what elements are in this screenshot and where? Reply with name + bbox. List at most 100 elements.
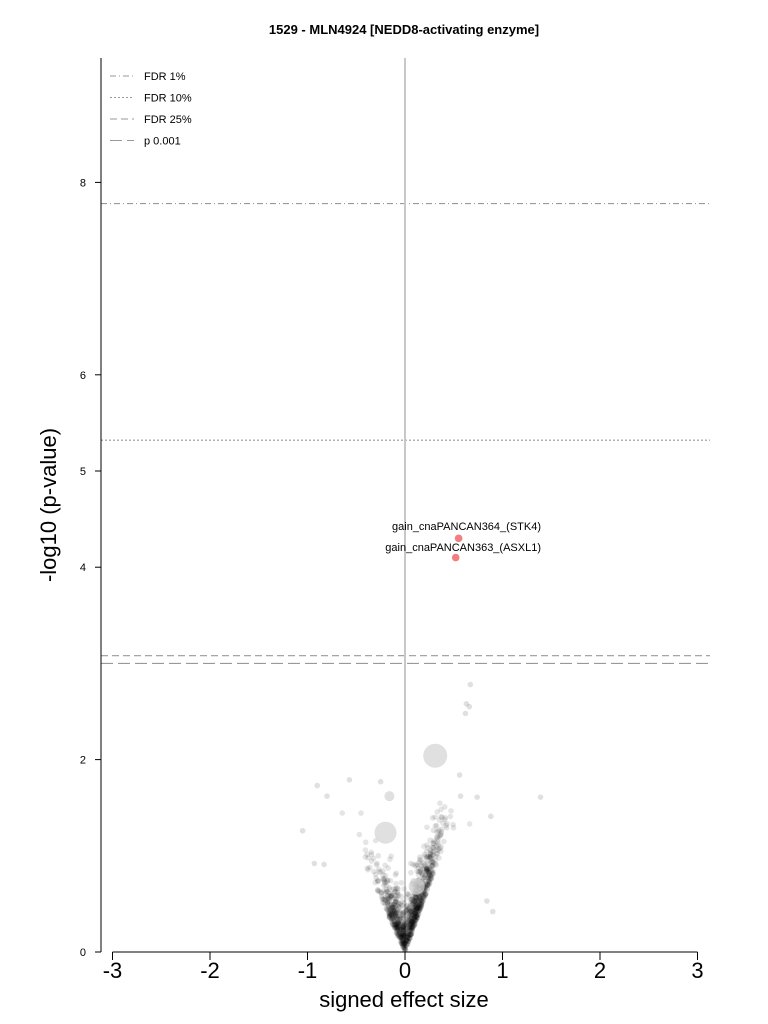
legend-label: FDR 1% bbox=[144, 71, 186, 83]
data-point bbox=[392, 906, 399, 913]
data-point bbox=[392, 872, 399, 878]
data-point bbox=[391, 918, 398, 924]
data-point bbox=[386, 886, 393, 892]
data-point bbox=[392, 898, 399, 905]
data-point bbox=[392, 913, 399, 920]
data-point bbox=[409, 898, 416, 904]
data-point bbox=[406, 892, 413, 898]
data-point bbox=[406, 934, 413, 941]
data-point bbox=[438, 843, 444, 850]
data-point bbox=[407, 907, 414, 914]
data-point bbox=[413, 904, 420, 911]
data-point bbox=[377, 869, 384, 875]
data-point bbox=[407, 860, 414, 867]
data-point bbox=[417, 895, 424, 901]
data-point bbox=[429, 852, 436, 858]
data-point bbox=[410, 861, 416, 868]
data-point bbox=[399, 935, 405, 942]
data-point bbox=[427, 849, 434, 856]
data-point bbox=[407, 931, 413, 937]
data-point bbox=[396, 901, 403, 908]
data-point bbox=[398, 932, 405, 938]
data-point bbox=[367, 864, 373, 871]
data-point bbox=[403, 937, 410, 943]
data-point bbox=[399, 941, 406, 947]
data-point bbox=[412, 910, 419, 916]
data-point bbox=[407, 931, 413, 938]
data-point bbox=[430, 840, 437, 847]
data-point bbox=[405, 938, 411, 945]
x-tick-label: -2 bbox=[200, 958, 220, 983]
data-point bbox=[408, 911, 414, 917]
data-point bbox=[439, 814, 445, 821]
data-point bbox=[403, 942, 410, 948]
data-point bbox=[425, 878, 432, 885]
data-point bbox=[415, 909, 421, 915]
data-point bbox=[390, 915, 397, 922]
data-point bbox=[391, 904, 397, 910]
data-point bbox=[409, 912, 415, 919]
data-point bbox=[393, 921, 399, 928]
data-point bbox=[429, 871, 436, 877]
data-point bbox=[381, 900, 388, 907]
data-point bbox=[396, 892, 402, 898]
data-point bbox=[388, 907, 394, 913]
data-point bbox=[399, 931, 406, 938]
data-point bbox=[394, 925, 401, 932]
data-point bbox=[414, 905, 420, 912]
data-point bbox=[401, 940, 408, 946]
data-point bbox=[386, 904, 392, 911]
y-tick-label: 4 bbox=[80, 562, 86, 574]
data-point bbox=[412, 910, 419, 917]
data-point bbox=[400, 924, 406, 930]
data-point bbox=[420, 895, 427, 902]
data-point bbox=[424, 865, 430, 872]
data-point bbox=[403, 921, 409, 928]
data-point bbox=[424, 881, 430, 888]
data-point bbox=[406, 913, 413, 919]
data-point bbox=[412, 903, 419, 910]
data-point bbox=[397, 915, 404, 922]
large-data-point bbox=[408, 878, 425, 895]
data-point bbox=[395, 921, 402, 928]
data-point bbox=[399, 939, 406, 945]
data-point bbox=[417, 854, 423, 860]
data-point bbox=[484, 898, 490, 904]
data-point bbox=[399, 934, 405, 941]
data-point bbox=[415, 898, 421, 904]
data-point bbox=[392, 923, 398, 929]
data-point bbox=[413, 916, 420, 923]
data-point bbox=[403, 933, 410, 939]
data-point bbox=[426, 878, 433, 884]
data-point bbox=[416, 899, 423, 906]
data-point bbox=[418, 901, 424, 907]
data-point bbox=[426, 876, 433, 883]
data-point bbox=[409, 896, 416, 902]
data-point bbox=[381, 895, 387, 902]
data-point bbox=[397, 915, 403, 922]
data-point bbox=[424, 866, 430, 873]
data-point bbox=[395, 924, 402, 931]
data-point bbox=[432, 853, 439, 860]
data-point bbox=[381, 896, 387, 903]
highlighted-point bbox=[451, 553, 460, 562]
data-point bbox=[405, 931, 411, 937]
data-point bbox=[399, 920, 406, 927]
data-point bbox=[396, 933, 402, 940]
data-point bbox=[380, 868, 386, 874]
legend-label: p 0.001 bbox=[144, 136, 181, 148]
data-point bbox=[419, 871, 426, 878]
data-point bbox=[387, 877, 394, 884]
data-point bbox=[428, 855, 434, 861]
data-point bbox=[411, 898, 418, 905]
data-point bbox=[412, 897, 419, 904]
data-point bbox=[397, 933, 404, 940]
data-point bbox=[434, 829, 440, 835]
data-point bbox=[383, 889, 390, 895]
data-point bbox=[427, 847, 434, 854]
data-point bbox=[413, 894, 419, 900]
data-point bbox=[386, 907, 393, 913]
data-point bbox=[417, 906, 423, 913]
data-point bbox=[434, 850, 440, 857]
data-point bbox=[414, 906, 420, 912]
